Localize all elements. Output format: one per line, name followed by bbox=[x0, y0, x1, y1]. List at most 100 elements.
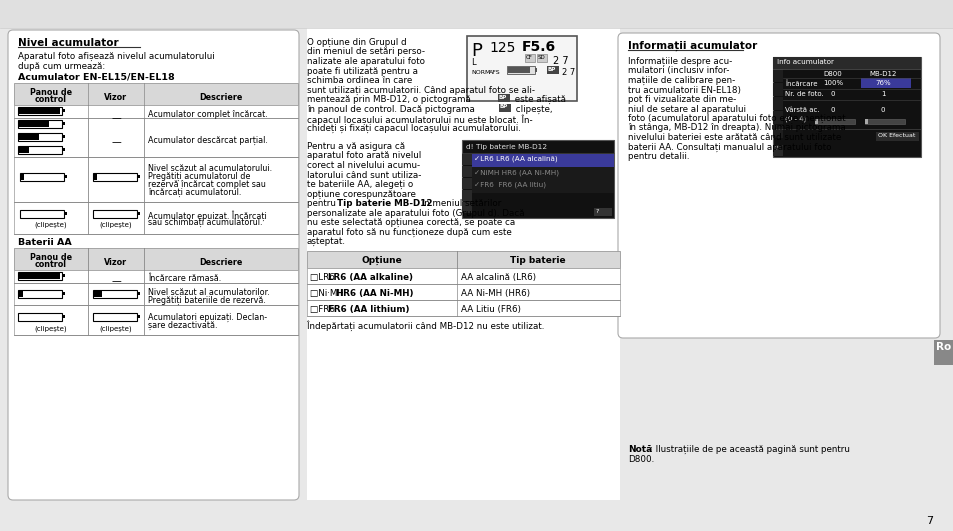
Bar bbox=[18, 313, 62, 321]
Bar bbox=[772, 125, 782, 138]
Text: (clipește): (clipește) bbox=[34, 222, 68, 228]
Bar bbox=[62, 135, 65, 138]
Bar bbox=[62, 274, 65, 277]
Bar bbox=[14, 248, 297, 270]
Text: nu este selectată opțiunea corectă, se poate ca: nu este selectată opțiunea corectă, se p… bbox=[307, 218, 515, 227]
Text: capacul locașului acumulatorului nu este blocat. În-: capacul locașului acumulatorului nu este… bbox=[307, 114, 532, 125]
Bar bbox=[772, 97, 782, 110]
Text: mulatori (inclusiv infor-: mulatori (inclusiv infor- bbox=[627, 66, 729, 75]
Bar bbox=[20, 173, 64, 181]
Text: mentează prin MB-D12, o pictogramă: mentează prin MB-D12, o pictogramă bbox=[307, 95, 473, 104]
Text: P: P bbox=[471, 42, 481, 60]
Text: Încărcare rămasă.: Încărcare rămasă. bbox=[148, 274, 221, 283]
Bar bbox=[461, 140, 614, 218]
Text: ✓LR6 LR6 (AA alcalină): ✓LR6 LR6 (AA alcalină) bbox=[474, 156, 558, 162]
Text: d! Tip baterie MB-D12: d! Tip baterie MB-D12 bbox=[465, 144, 547, 150]
Text: Nivel scăzut al acumulatorilor.: Nivel scăzut al acumulatorilor. bbox=[148, 288, 270, 297]
Text: 2 7: 2 7 bbox=[553, 56, 568, 66]
Text: AA Litiu (FR6): AA Litiu (FR6) bbox=[460, 305, 520, 314]
Bar bbox=[14, 118, 297, 157]
Text: AA Ni-MH (HR6): AA Ni-MH (HR6) bbox=[460, 289, 530, 298]
Text: tru acumulatorii EN-EL18): tru acumulatorii EN-EL18) bbox=[627, 85, 740, 95]
Text: □Ni·MH: □Ni·MH bbox=[310, 289, 349, 298]
Text: poate fi utilizată pentru a: poate fi utilizată pentru a bbox=[307, 66, 417, 75]
Bar bbox=[18, 290, 62, 298]
Bar bbox=[64, 212, 67, 215]
Bar bbox=[498, 104, 511, 112]
Bar bbox=[497, 94, 510, 102]
Text: Opțiune: Opțiune bbox=[361, 256, 402, 265]
Text: șare dezactivată.: șare dezactivată. bbox=[148, 321, 217, 330]
Bar bbox=[933, 340, 953, 365]
Bar bbox=[307, 300, 619, 316]
Bar bbox=[772, 83, 782, 96]
Text: D800.: D800. bbox=[627, 455, 654, 464]
Text: BP: BP bbox=[498, 95, 507, 100]
Text: 7: 7 bbox=[925, 516, 933, 526]
Text: —: — bbox=[111, 113, 121, 123]
Text: 76%: 76% bbox=[874, 80, 890, 86]
Bar bbox=[94, 291, 102, 297]
Bar bbox=[461, 166, 472, 177]
Bar bbox=[19, 291, 23, 297]
Text: Nr. de foto.: Nr. de foto. bbox=[784, 91, 822, 97]
Bar bbox=[64, 175, 67, 178]
Bar bbox=[19, 121, 49, 127]
Text: Pregătiți bateriile de rezervă.: Pregătiți bateriile de rezervă. bbox=[148, 296, 266, 305]
Text: sunt utilizați acumulatorii. Când aparatul foto se ali-: sunt utilizați acumulatorii. Când aparat… bbox=[307, 85, 535, 95]
Bar bbox=[92, 290, 137, 298]
Bar bbox=[472, 180, 614, 193]
Text: așteptat.: așteptat. bbox=[307, 237, 346, 246]
Bar bbox=[18, 120, 62, 128]
Text: D800: D800 bbox=[822, 71, 841, 77]
Text: ?: ? bbox=[596, 209, 598, 214]
Bar bbox=[92, 173, 137, 181]
Text: Vizor: Vizor bbox=[104, 258, 128, 267]
Text: ?: ? bbox=[774, 146, 778, 151]
Text: mațiile de calibrare pen-: mațiile de calibrare pen- bbox=[627, 76, 735, 85]
Text: corect al nivelului acumu-: corect al nivelului acumu- bbox=[307, 161, 419, 170]
Text: foto (acumulatorul aparatului foto este menționat: foto (acumulatorul aparatului foto este … bbox=[627, 114, 844, 123]
FancyBboxPatch shape bbox=[618, 33, 939, 338]
Bar bbox=[307, 268, 619, 284]
Bar bbox=[307, 28, 619, 500]
Text: (clipește): (clipește) bbox=[99, 222, 132, 228]
Text: Descriere: Descriere bbox=[199, 258, 242, 267]
Bar bbox=[461, 154, 472, 165]
Bar bbox=[467, 36, 577, 101]
Text: (clipește): (clipește) bbox=[34, 325, 68, 331]
Text: : Ilustrațiile de pe această pagină sunt pentru: : Ilustrațiile de pe această pagină sunt… bbox=[649, 445, 849, 454]
Text: Acumulatori epuizați. Declan-: Acumulatori epuizați. Declan- bbox=[148, 313, 267, 322]
Bar bbox=[0, 0, 953, 28]
Bar bbox=[62, 315, 65, 318]
Text: 0: 0 bbox=[830, 107, 835, 113]
Text: chideți și fixați capacul locașului acumulatorului.: chideți și fixați capacul locașului acum… bbox=[307, 124, 520, 133]
Text: Panou de: Panou de bbox=[30, 88, 72, 97]
Bar bbox=[814, 119, 854, 124]
Text: AFS: AFS bbox=[489, 70, 500, 75]
Text: nivelului bateriei este arătată când sunt utilizate: nivelului bateriei este arătată când sun… bbox=[627, 133, 841, 142]
Text: Informații acumulator: Informații acumulator bbox=[627, 41, 757, 52]
Text: latorului când sunt utiliza-: latorului când sunt utiliza- bbox=[307, 170, 421, 179]
Text: ✓NiMH HR6 (AA Ni-MH): ✓NiMH HR6 (AA Ni-MH) bbox=[474, 169, 558, 176]
Bar bbox=[62, 148, 65, 151]
Bar bbox=[19, 147, 29, 153]
Text: Pregătiți acumulatorul de: Pregătiți acumulatorul de bbox=[148, 172, 250, 181]
Bar bbox=[18, 133, 62, 141]
Text: sau schimbați acumulatorul.: sau schimbați acumulatorul. bbox=[148, 218, 262, 227]
Text: rezervă încărcat complet sau: rezervă încărcat complet sau bbox=[148, 180, 266, 189]
Bar bbox=[19, 134, 39, 140]
Text: ✓FR6  FR6 (AA litiu): ✓FR6 FR6 (AA litiu) bbox=[474, 182, 545, 189]
Bar bbox=[864, 119, 904, 124]
Text: nalizate ale aparatului foto: nalizate ale aparatului foto bbox=[307, 57, 424, 66]
Text: Acumulator EN-EL15/EN-EL18: Acumulator EN-EL15/EN-EL18 bbox=[18, 72, 174, 81]
Bar bbox=[772, 57, 920, 157]
Text: OK Efectuat: OK Efectuat bbox=[877, 133, 915, 138]
Text: FR6 (AA lithium): FR6 (AA lithium) bbox=[328, 305, 409, 314]
Bar bbox=[861, 78, 910, 88]
Text: în meniul setărilor: în meniul setărilor bbox=[418, 199, 501, 208]
Text: 0: 0 bbox=[880, 107, 884, 113]
Text: Nivel acumulator: Nivel acumulator bbox=[18, 38, 118, 48]
Bar bbox=[92, 210, 137, 218]
Text: după cum urmează:: după cum urmează: bbox=[18, 62, 105, 71]
